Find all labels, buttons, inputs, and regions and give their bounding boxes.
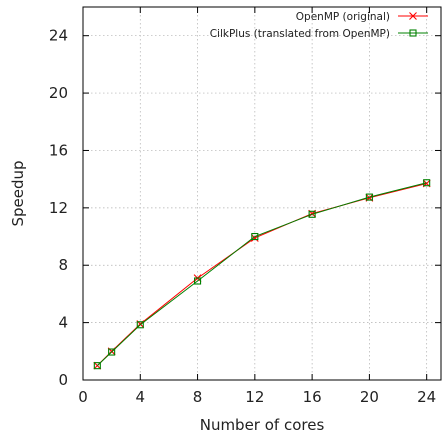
x-tick-label: 8 <box>193 388 203 406</box>
y-tick-label: 8 <box>58 256 68 274</box>
x-tick-label: 20 <box>360 388 379 406</box>
plot-frame <box>82 6 442 381</box>
y-tick-label: 16 <box>49 141 68 159</box>
legend: OpenMP (original) CilkPlus (translated fr… <box>210 11 428 40</box>
x-axis-title: Number of cores <box>200 416 325 434</box>
y-tick-label: 24 <box>49 27 68 45</box>
data-point-series-1 <box>251 232 259 241</box>
x-tick-label: 0 <box>78 388 88 406</box>
x-tick-label: 4 <box>136 388 146 406</box>
data-point-series-1 <box>194 277 202 285</box>
data-point-series-1 <box>93 362 101 370</box>
y-tick-label: 12 <box>49 199 68 217</box>
data-point-series-1 <box>308 210 316 218</box>
axes: 0 4 8 12 16 20 24 0 4 8 12 16 20 24 <box>49 7 441 406</box>
legend-label: OpenMP (original) <box>296 11 390 23</box>
series-layer <box>93 179 431 370</box>
legend-marker <box>409 12 417 20</box>
y-tick-label: 0 <box>58 371 68 389</box>
data-point-series-1 <box>423 179 431 187</box>
x-tick-label: 16 <box>303 388 322 406</box>
y-tick-label: 20 <box>49 84 68 102</box>
legend-label: CilkPlus (translated from OpenMP) <box>210 28 390 40</box>
data-point-series-1 <box>108 348 116 356</box>
data-point-series-1 <box>136 321 144 329</box>
y-axis-title: Speedup <box>9 160 27 226</box>
y-tick-label: 4 <box>58 314 68 332</box>
series-line-1 <box>96 182 427 367</box>
series-line-0 <box>96 182 427 367</box>
x-tick-label: 12 <box>245 388 264 406</box>
x-tick-label: 24 <box>417 388 436 406</box>
legend-marker <box>409 29 417 37</box>
data-point-series-1 <box>365 193 373 201</box>
